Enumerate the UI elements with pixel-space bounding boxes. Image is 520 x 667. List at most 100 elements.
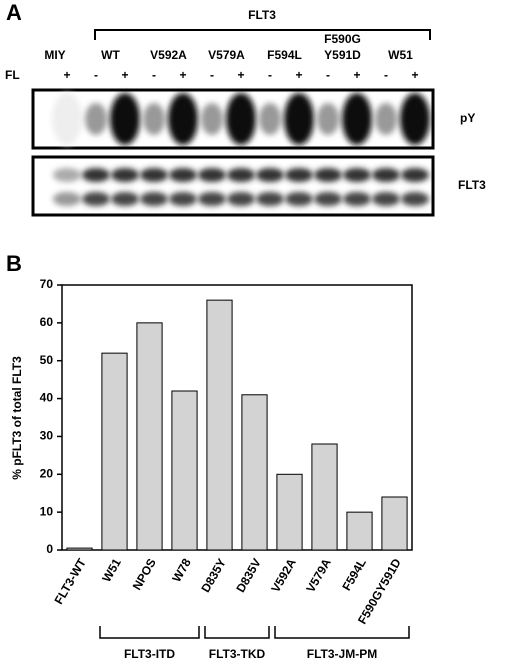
band	[400, 93, 430, 145]
band	[401, 192, 429, 206]
bracket-label: FLT3	[248, 8, 276, 22]
bar	[206, 299, 233, 551]
treatment-sign: +	[179, 68, 186, 82]
blot-flt3	[31, 155, 435, 217]
band	[169, 168, 197, 182]
group-bracket	[204, 626, 270, 639]
blot-label: FLT3	[458, 178, 486, 192]
y-tick-label: 50	[40, 353, 54, 367]
bar	[381, 496, 408, 551]
band	[140, 168, 168, 182]
band	[401, 168, 429, 182]
lane-label: F594L	[267, 48, 302, 62]
treatment-sign: +	[295, 68, 302, 82]
bracket	[94, 29, 431, 40]
band	[53, 192, 81, 206]
band	[285, 192, 313, 206]
band	[169, 192, 197, 206]
y-axis-label: % pFLT3 of total FLT3	[10, 356, 24, 480]
bar	[241, 394, 268, 551]
band	[52, 93, 82, 145]
treatment-sign: +	[411, 68, 418, 82]
bar	[276, 473, 303, 551]
y-tick-label: 60	[40, 315, 54, 329]
x-tick-label: D835V	[233, 556, 263, 595]
treatment-sign: -	[94, 68, 98, 82]
x-tick-label: FLT3-WT	[52, 556, 90, 607]
x-tick-label: W51	[99, 556, 124, 585]
bar	[311, 443, 338, 551]
lane-label: WT	[101, 48, 120, 62]
plot-frame	[61, 284, 413, 551]
lane-label: W51	[388, 48, 413, 62]
treatment-label: FL	[5, 68, 20, 82]
band	[111, 168, 139, 182]
y-tick-label: 30	[40, 429, 54, 443]
treatment-sign: -	[210, 68, 214, 82]
band	[314, 192, 342, 206]
band	[375, 103, 397, 135]
band	[227, 168, 255, 182]
band	[82, 192, 110, 206]
treatment-sign: -	[268, 68, 272, 82]
band	[314, 168, 342, 182]
band	[198, 192, 226, 206]
bar	[101, 352, 128, 551]
y-tick-label: 70	[40, 277, 54, 291]
y-tick-label: 40	[40, 391, 54, 405]
band	[256, 192, 284, 206]
band	[198, 168, 226, 182]
lane-label: V592A	[150, 48, 187, 62]
x-tick-label: NPOS	[130, 556, 159, 592]
bar	[346, 511, 373, 551]
band	[85, 103, 107, 135]
band	[226, 93, 256, 145]
lane-label: MIY	[44, 48, 65, 62]
band	[168, 93, 198, 145]
band	[372, 168, 400, 182]
x-tick-label: D835Y	[198, 556, 228, 595]
group-label: FLT3-TKD	[209, 647, 266, 661]
band	[317, 103, 339, 135]
bar	[171, 390, 198, 551]
band	[111, 192, 139, 206]
x-tick-label: W78	[169, 556, 194, 585]
band	[342, 93, 372, 145]
band	[259, 103, 281, 135]
panel-label: A	[6, 0, 22, 25]
band	[343, 168, 371, 182]
x-tick-label: F594L	[339, 556, 368, 593]
band	[227, 192, 255, 206]
treatment-sign: +	[237, 68, 244, 82]
bands	[52, 93, 430, 206]
bar	[66, 547, 93, 551]
y-tick-label: 20	[40, 466, 54, 480]
lane-label: V579A	[208, 48, 245, 62]
treatment-sign: -	[384, 68, 388, 82]
band	[143, 103, 165, 135]
band	[372, 192, 400, 206]
band	[343, 192, 371, 206]
x-tick-label: V592A	[268, 556, 299, 595]
x-tick-label: V579A	[303, 556, 334, 595]
bar	[136, 322, 163, 551]
band	[285, 168, 313, 182]
band	[110, 93, 140, 145]
band	[140, 192, 168, 206]
band	[201, 103, 223, 135]
treatment-sign: -	[152, 68, 156, 82]
treatment-sign: +	[353, 68, 360, 82]
band	[82, 168, 110, 182]
lane-label: F590G Y591D	[324, 32, 361, 62]
treatment-sign: -	[326, 68, 330, 82]
group-bracket	[274, 626, 410, 639]
group-label: FLT3-JM-PM	[307, 647, 377, 661]
treatment-sign: +	[63, 68, 70, 82]
treatment-sign: +	[121, 68, 128, 82]
band	[53, 168, 81, 182]
band	[256, 168, 284, 182]
blot-label: pY	[460, 111, 475, 125]
y-tick-label: 0	[46, 542, 53, 556]
group-label: FLT3-ITD	[124, 647, 175, 661]
